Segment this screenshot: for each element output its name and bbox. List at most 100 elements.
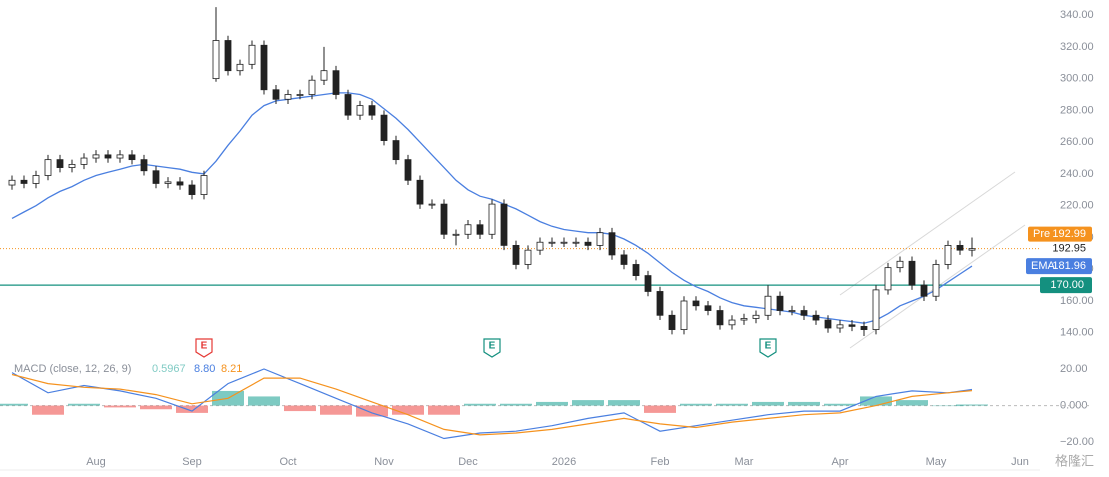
histogram-bar: [536, 401, 568, 406]
y-tick-label: 0.000: [1060, 399, 1088, 411]
pre-box: [1028, 226, 1092, 242]
x-tick-label: Apr: [831, 456, 848, 468]
x-tick-label: Mar: [735, 456, 754, 468]
candle-body: [20, 179, 28, 184]
candle-body: [104, 154, 112, 159]
candle-body: [404, 159, 412, 181]
macd-legend-value: 8.21: [221, 363, 242, 375]
candle-body: [608, 232, 616, 256]
candle-body: [164, 181, 172, 184]
candle-body: [872, 289, 880, 330]
candle-body: [380, 114, 388, 141]
signal-line: [11, 373, 973, 436]
y-tick-label: 300.00: [1060, 73, 1094, 85]
histogram-bar: [104, 405, 136, 408]
histogram-bar: [608, 400, 640, 406]
candle-body: [44, 159, 52, 176]
earnings-marker: [759, 338, 777, 358]
candle-body: [428, 203, 436, 206]
candle-body: [500, 203, 508, 246]
candle-body: [860, 326, 868, 330]
candle-body: [944, 245, 952, 265]
candle-body: [56, 159, 64, 168]
candle-body: [452, 233, 460, 236]
histogram-bar: [572, 400, 604, 406]
histogram-bar: [500, 403, 532, 406]
candle-body: [272, 89, 280, 100]
candle-body: [812, 314, 820, 321]
histogram-bar: [32, 405, 64, 415]
x-tick-label: 2026: [552, 456, 576, 468]
candle-body: [668, 314, 676, 330]
candle-body: [152, 170, 160, 184]
x-tick-label: Jun: [1011, 456, 1029, 468]
histogram-bar: [788, 401, 820, 406]
candle-body: [680, 300, 688, 330]
candle-body: [548, 241, 556, 244]
macd-title: MACD (close, 12, 26, 9): [14, 363, 131, 375]
candle-body: [356, 105, 364, 116]
y-tick-label: 320.00: [1060, 41, 1094, 53]
candle-body: [368, 105, 376, 116]
histogram-bar: [428, 405, 460, 415]
channel-line: [839, 171, 1016, 296]
histogram-bar: [932, 405, 964, 407]
histogram-bar: [248, 396, 280, 406]
ema-box: [1026, 258, 1092, 275]
candle-body: [128, 154, 136, 161]
histogram-bar: [956, 404, 988, 406]
candle-body: [752, 314, 760, 319]
candle-body: [416, 179, 424, 205]
candle-body: [848, 324, 856, 327]
candle-body: [656, 291, 664, 316]
candle-body: [908, 260, 916, 286]
y-tick-label: 220.00: [1060, 200, 1094, 212]
candle-body: [884, 267, 892, 291]
ema-value: 181.96: [1052, 260, 1086, 272]
x-tick-label: Dec: [458, 456, 478, 468]
candle-body: [920, 284, 928, 297]
y-tick-label: 240.00: [1060, 168, 1094, 180]
candle-body: [224, 40, 232, 72]
histogram-bar: [896, 400, 928, 406]
level-box: [1040, 277, 1092, 294]
candle-body: [308, 79, 316, 95]
x-tick-label: Oct: [279, 456, 296, 468]
candle-body: [392, 140, 400, 161]
candle-body: [536, 241, 544, 251]
x-tick-label: Aug: [86, 456, 106, 468]
candle-body: [200, 175, 208, 195]
candle-body: [236, 63, 244, 72]
candle-body: [488, 203, 496, 235]
candle-body: [596, 232, 604, 246]
candle-body: [620, 254, 628, 265]
candle-body: [284, 94, 292, 100]
histogram-bar: [176, 405, 208, 413]
last-price: 192.95: [1052, 243, 1086, 255]
candle-body: [176, 181, 184, 186]
candle-body: [116, 154, 124, 159]
candle-body: [296, 94, 304, 96]
candle-body: [644, 275, 652, 292]
candle-body: [692, 300, 700, 307]
candle-body: [560, 241, 568, 244]
candle-body: [632, 264, 640, 276]
earnings-label: E: [765, 341, 772, 352]
ema-name: EMA: [1031, 260, 1056, 272]
histogram-bar: [356, 405, 388, 417]
x-tick-label: Sep: [182, 456, 202, 468]
candle-body: [332, 70, 340, 95]
watermark: 格隆汇: [1055, 453, 1094, 468]
candle-body: [572, 241, 580, 244]
candle-body: [464, 224, 472, 235]
candle-body: [836, 324, 844, 329]
candle-body: [512, 245, 520, 265]
earnings-marker: [483, 338, 501, 358]
candle-body: [896, 260, 904, 269]
y-tick-label: 20.00: [1060, 363, 1088, 375]
candle-body: [8, 179, 16, 186]
histogram-bar: [860, 396, 892, 406]
candle-body: [956, 245, 964, 251]
